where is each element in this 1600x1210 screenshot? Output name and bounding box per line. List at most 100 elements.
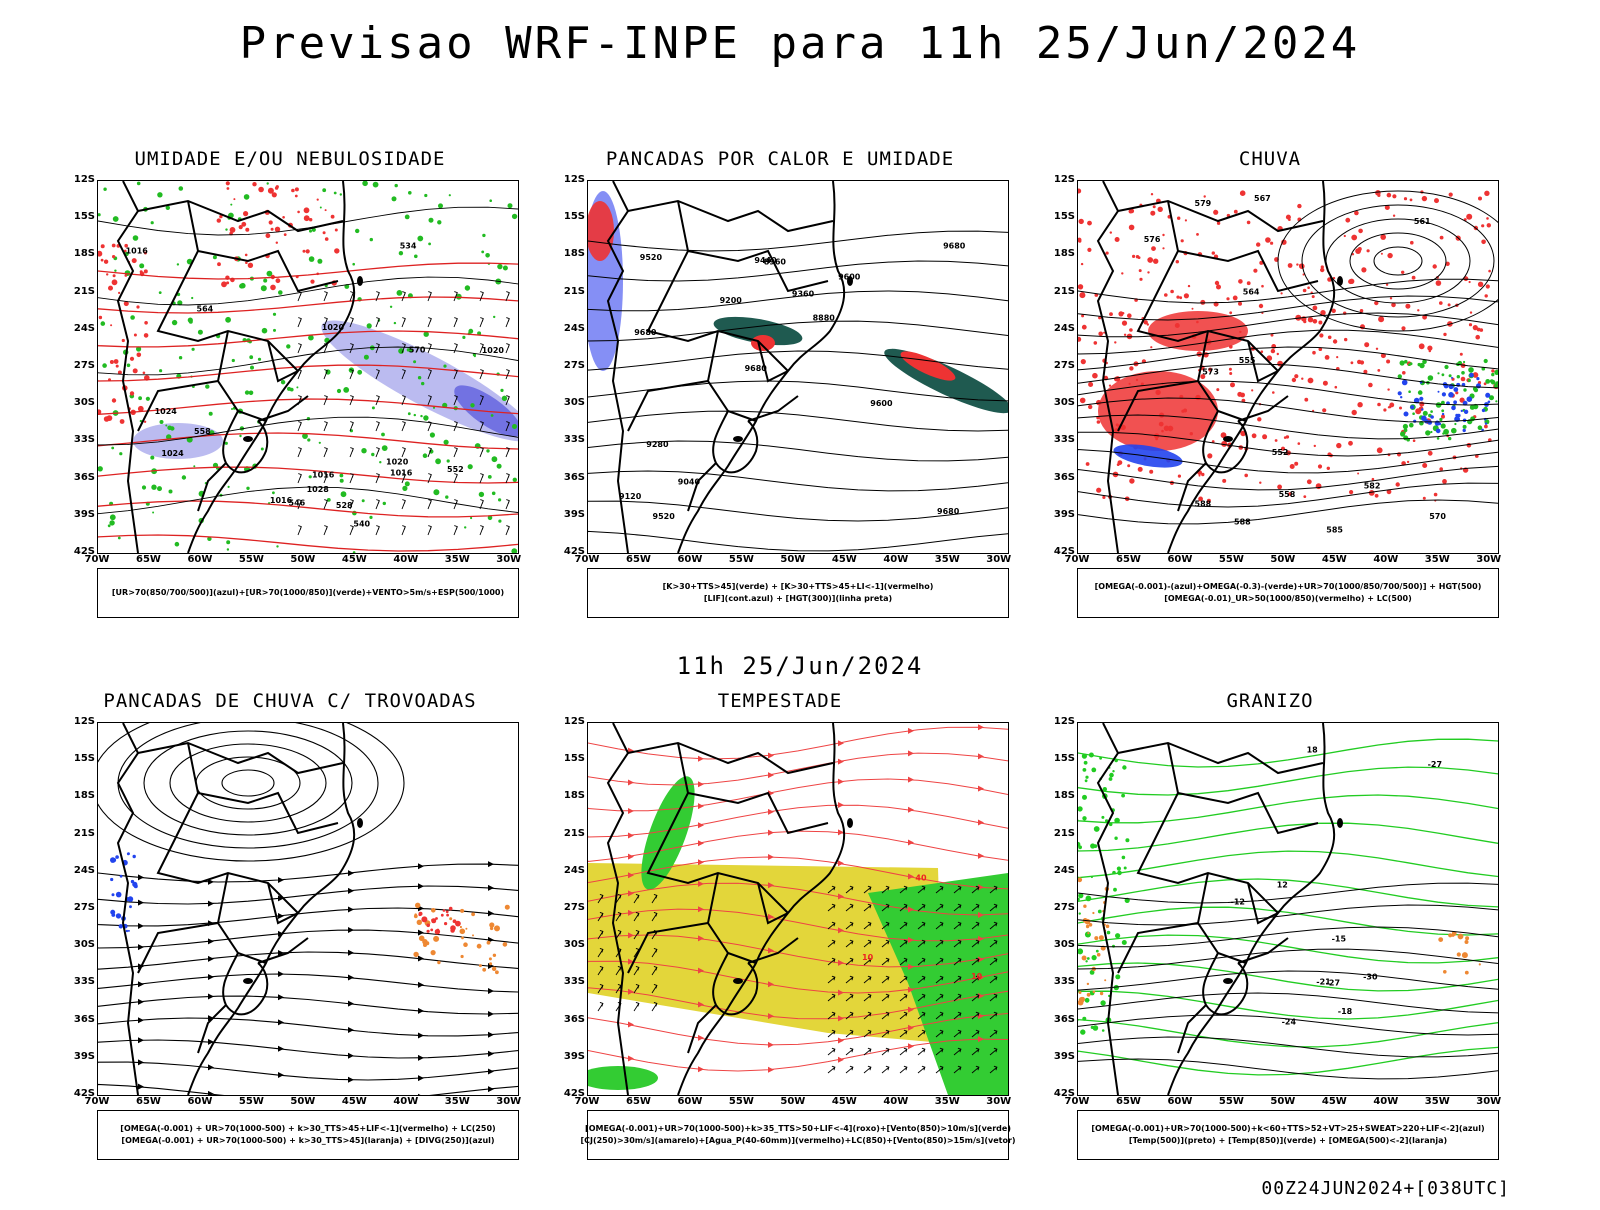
rain-area <box>1152 205 1156 209</box>
humidity-low-mark <box>413 413 416 417</box>
wind-vector <box>953 993 962 1002</box>
border-line <box>1202 952 1249 1016</box>
wind-vector <box>427 343 432 354</box>
map-panel-umidade: UMIDADE E/OU NEBULOSIDADE 12S 15S 18S 21S 24S… <box>55 148 525 668</box>
temp850-contour <box>1112 770 1115 773</box>
rain-area <box>1359 309 1364 313</box>
wind-vector <box>881 1011 890 1020</box>
flow-arrow <box>698 1066 704 1073</box>
latitude-tick-label: 21S <box>563 827 585 839</box>
border-line <box>222 952 269 1016</box>
main-title: Previsao WRF-INPE para 11h 25/Jun/2024 <box>239 18 1361 69</box>
rain-area <box>1434 198 1439 204</box>
humidity-low-mark <box>225 316 231 323</box>
flow-arrow <box>978 956 984 963</box>
latitude-tick-label: 27S <box>563 902 585 913</box>
humidity-low-mark <box>357 369 363 375</box>
border-line <box>216 872 267 964</box>
border-line <box>1237 395 1289 422</box>
humidity-low-mark <box>191 347 195 351</box>
instability-orange <box>495 970 499 975</box>
omega-area <box>1421 408 1424 411</box>
wind-vector <box>375 343 380 354</box>
longitude-tick-label: 35W <box>444 554 470 565</box>
contour-line <box>1078 970 1498 991</box>
omega-area <box>1401 379 1408 386</box>
temp850-contour <box>1082 816 1087 821</box>
rain-area <box>1229 311 1233 315</box>
divergence-mark <box>130 879 135 884</box>
temp850-contour <box>1085 960 1088 963</box>
rain-area <box>1170 289 1174 294</box>
contour-line <box>98 907 518 927</box>
temp850-contour <box>1114 758 1118 763</box>
border-line <box>267 340 299 383</box>
instability-red <box>426 923 431 928</box>
temp850-contour <box>1125 838 1130 843</box>
longitude-tick-label: 45W <box>341 554 367 565</box>
humidity-low-mark <box>165 205 170 210</box>
humidity-low-mark <box>311 227 316 232</box>
latitude-tick-label: 24S <box>563 322 585 334</box>
thickness-mark <box>131 258 137 264</box>
wind-vector <box>323 421 328 432</box>
longitude-tick-label: 40W <box>883 554 909 565</box>
flow-arrow <box>208 1064 214 1071</box>
wind-vector <box>453 447 458 458</box>
border-line <box>1096 181 1120 553</box>
rain-area <box>1078 336 1082 342</box>
temp850-contour <box>1085 775 1089 779</box>
omega-500-mark <box>1088 923 1093 927</box>
humidity-low-mark <box>381 432 385 437</box>
humidity-low-mark <box>109 520 115 526</box>
border-line <box>747 937 799 964</box>
border-line <box>116 723 140 1095</box>
rain-area <box>1283 436 1287 439</box>
flow-arrow <box>208 938 214 945</box>
omega-area <box>1469 372 1474 378</box>
humidity-low-mark <box>207 536 212 541</box>
instability-orange <box>504 904 510 910</box>
temp850-contour <box>1091 767 1097 773</box>
wind-vector <box>863 975 872 984</box>
rain-area <box>1118 311 1124 317</box>
latitude-tick-label: 42S <box>563 546 585 557</box>
instability-orange <box>482 967 487 972</box>
lake-mark <box>1223 978 1233 984</box>
wind-vector <box>375 473 380 484</box>
divergence-mark <box>115 855 119 859</box>
rain-area <box>1409 198 1413 202</box>
rain-area <box>1302 288 1307 293</box>
contour-label: 1020 <box>386 457 409 466</box>
humidity-low-mark <box>423 331 429 337</box>
wind-vector <box>971 957 980 966</box>
wind-vector <box>375 447 380 458</box>
wind-vector <box>881 975 890 984</box>
thickness-mark <box>229 227 236 233</box>
humidity-low-mark <box>308 475 312 479</box>
omega-500-mark <box>1086 992 1091 997</box>
wind-vector <box>935 903 944 912</box>
lake-mark <box>357 276 363 286</box>
rain-area <box>1357 472 1360 475</box>
temp850-contour <box>1090 876 1093 879</box>
humidity-low-mark <box>462 335 466 339</box>
humidity-low-mark <box>379 461 382 464</box>
wind-vector <box>323 499 328 510</box>
rain-area <box>1088 382 1094 387</box>
thickness-mark <box>219 214 223 219</box>
wind-vector <box>505 499 510 510</box>
flow-arrow <box>138 922 144 929</box>
temp850-contour <box>1085 895 1092 902</box>
border-line <box>137 741 344 775</box>
rain-area <box>1441 414 1445 419</box>
jet-core-area <box>588 863 943 1043</box>
thickness-mark <box>265 233 271 239</box>
longitude-tick-label: 50W <box>290 1096 316 1107</box>
wind-vector <box>401 343 406 354</box>
wind-vector <box>597 911 604 922</box>
wind-vector <box>297 525 302 536</box>
rain-area <box>1175 260 1179 264</box>
humidity-low-mark <box>470 403 475 408</box>
humidity-low-mark <box>487 515 493 521</box>
